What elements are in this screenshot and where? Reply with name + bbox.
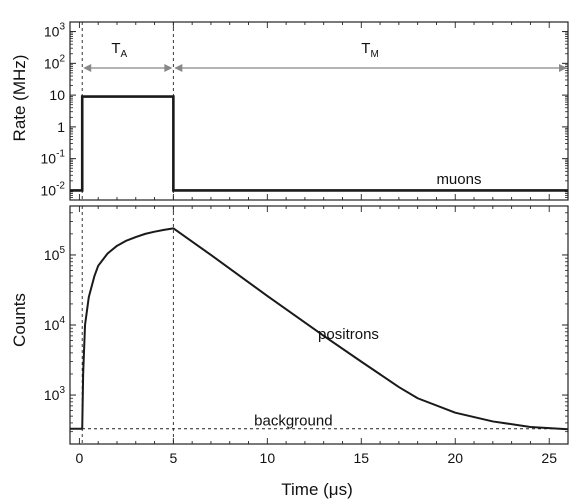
top-y-axis-label: Rate (MHz): [10, 55, 29, 142]
tick-exponent: -1: [56, 149, 65, 160]
tick-exponent: 2: [59, 53, 65, 64]
arrow-head: [559, 64, 567, 72]
y-tick-label: 10-1: [41, 149, 66, 167]
tick-base: 10: [44, 24, 60, 40]
x-tick-label: 15: [353, 450, 369, 466]
positron-curve: [70, 227, 569, 431]
x-tick-label: 0: [75, 450, 83, 466]
arrow-head: [83, 64, 92, 72]
positrons-label: positrons: [318, 326, 379, 343]
tick-base: 10: [41, 151, 57, 167]
x-tick-label: 5: [169, 450, 177, 466]
annotation-main: T: [111, 40, 120, 57]
bottom-y-axis-label: Counts: [10, 293, 29, 347]
background-label: background: [254, 412, 332, 429]
tick-base: 10: [44, 387, 60, 403]
bottom-plot-frame: [69, 205, 569, 445]
tick-base: 10: [44, 247, 60, 263]
y-tick-label: 1: [57, 119, 65, 135]
tick-exponent: 5: [59, 245, 65, 256]
tm-label: TM: [361, 40, 379, 60]
tick-exponent: 3: [59, 385, 65, 396]
y-tick-label: 103: [44, 22, 66, 40]
x-tick-label: 25: [541, 450, 557, 466]
x-axis-label: Time (μs): [281, 480, 353, 499]
tick-exponent: 4: [59, 315, 65, 326]
tick-base: 10: [44, 55, 60, 71]
x-tick-label: 10: [260, 450, 276, 466]
tick-exponent: -2: [56, 180, 65, 191]
annotation-subscript: A: [121, 49, 128, 60]
y-tick-label: 10: [49, 87, 65, 103]
muons-label: muons: [436, 171, 481, 188]
annotation-subscript: M: [370, 49, 378, 60]
tick-base: 10: [49, 87, 65, 103]
annotation-main: T: [361, 40, 370, 57]
y-tick-label: 105: [44, 245, 66, 263]
arrow-head: [164, 64, 173, 72]
y-tick-label: 102: [44, 53, 66, 71]
tick-base: 10: [44, 317, 60, 333]
y-tick-label: 104: [44, 315, 66, 333]
tick-exponent: 3: [59, 22, 65, 33]
arrow-head: [174, 64, 183, 72]
y-tick-label: 103: [44, 385, 66, 403]
x-tick-label: 20: [447, 450, 463, 466]
top-plot-frame: [69, 21, 569, 201]
y-tick-label: 10-2: [41, 180, 66, 198]
tick-base: 10: [41, 182, 57, 198]
tick-base: 1: [57, 119, 65, 135]
muon-rate-line: [70, 95, 568, 192]
ta-label: TA: [111, 40, 127, 60]
